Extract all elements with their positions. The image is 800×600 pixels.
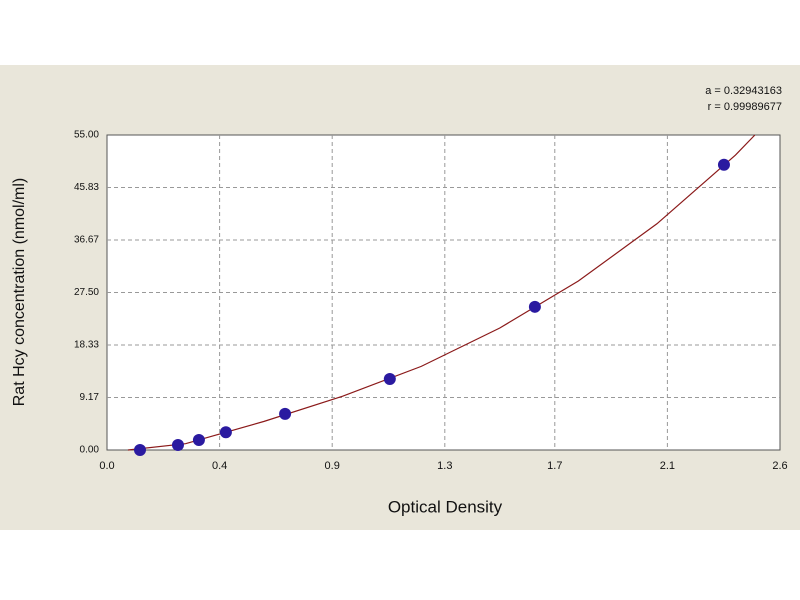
data-point <box>279 407 292 420</box>
y-tick-label: 0.00 <box>80 445 100 456</box>
y-axis-label: Rat Hcy concentration (nmol/ml) <box>11 178 28 407</box>
x-tick-label: 0.9 <box>325 460 340 472</box>
x-tick-label: 1.3 <box>437 460 452 472</box>
data-point <box>528 300 541 313</box>
data-point <box>133 444 146 456</box>
y-tick-label: 18.33 <box>74 340 99 351</box>
x-tick-label: 1.7 <box>547 460 562 472</box>
x-axis-label: Optical Density <box>388 497 503 516</box>
data-point <box>717 158 730 171</box>
x-tick-label: 0.0 <box>99 460 114 472</box>
stat-r: r = 0.99989677 <box>708 101 782 113</box>
x-tick-label: 0.4 <box>212 460 227 472</box>
y-tick-label: 55.00 <box>74 130 99 141</box>
data-point <box>171 439 184 452</box>
y-tick-label: 9.17 <box>80 392 100 403</box>
y-tick-label: 36.67 <box>74 235 99 246</box>
data-point <box>192 433 205 446</box>
x-tick-label: 2.6 <box>772 460 787 472</box>
data-point <box>219 426 232 439</box>
stat-a: a = 0.32943163 <box>705 85 782 97</box>
y-tick-label: 45.83 <box>74 182 99 193</box>
x-tick-label: 2.1 <box>660 460 675 472</box>
data-point <box>383 372 396 385</box>
y-tick-label: 27.50 <box>74 287 99 298</box>
